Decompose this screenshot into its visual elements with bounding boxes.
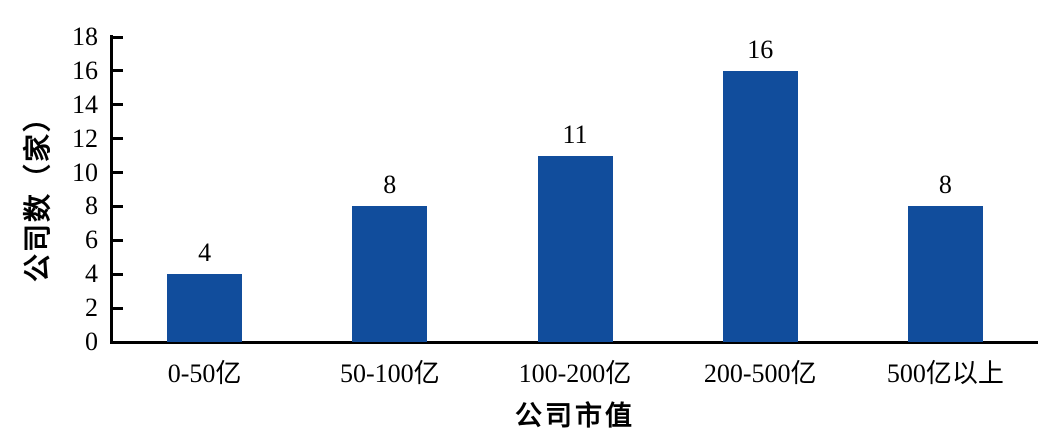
x-category-label: 500亿以上 — [886, 359, 1004, 388]
bar-200-500亿 — [722, 70, 798, 342]
y-tick-label: 0 — [85, 327, 98, 356]
value-label: 8 — [938, 170, 952, 200]
y-tick-mark — [113, 272, 123, 276]
bar-500亿以上 — [907, 206, 983, 342]
y-axis-title: 公司数（家） — [23, 101, 54, 283]
x-category-label: 50-100亿 — [339, 359, 440, 388]
y-tick-mark — [113, 35, 123, 39]
value-label: 8 — [383, 170, 397, 200]
y-tick-mark — [113, 204, 123, 208]
y-axis-line — [110, 35, 113, 344]
x-axis-title: 公司市值 — [515, 401, 635, 431]
y-tick-label: 16 — [72, 55, 98, 85]
y-tick-label: 12 — [72, 123, 98, 153]
y-tick-label: 14 — [72, 89, 98, 119]
y-tick-label: 10 — [72, 157, 98, 187]
y-tick-mark — [113, 137, 123, 141]
x-category-label: 0-50亿 — [167, 359, 242, 388]
y-tick-label: 6 — [85, 225, 98, 255]
y-tick-mark — [113, 69, 123, 73]
y-tick-label: 2 — [85, 293, 98, 323]
y-tick-label: 18 — [72, 22, 98, 51]
value-label: 11 — [562, 119, 588, 149]
value-label: 16 — [747, 34, 774, 64]
x-axis-line — [110, 341, 1038, 344]
bar-0-50亿 — [167, 274, 243, 342]
x-category-label: 200-500亿 — [703, 359, 817, 388]
x-category-label: 100-200亿 — [518, 359, 632, 388]
bar-100-200亿 — [537, 155, 613, 342]
y-tick-label: 4 — [85, 259, 98, 289]
y-tick-mark — [113, 306, 123, 310]
bar-50-100亿 — [352, 206, 428, 342]
value-label: 4 — [198, 238, 212, 268]
y-tick-mark — [113, 238, 123, 242]
y-tick-mark — [113, 103, 123, 107]
y-tick-mark — [113, 171, 123, 175]
y-tick-label: 8 — [85, 191, 98, 221]
